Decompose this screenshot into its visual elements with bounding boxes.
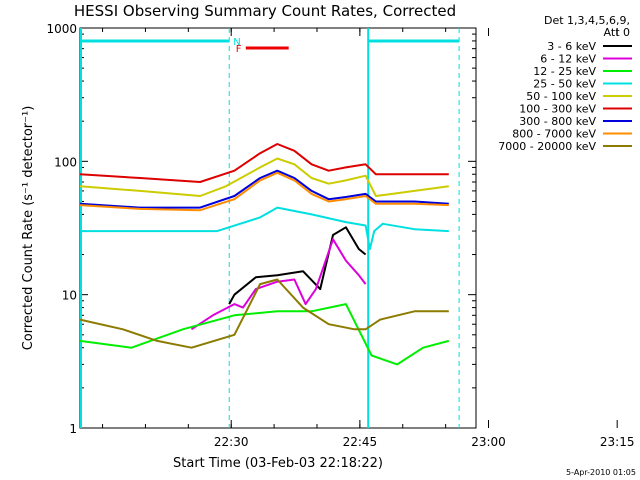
x-axis-label: Start Time (03-Feb-03 22:18:22) xyxy=(173,456,383,471)
series-line xyxy=(79,157,449,197)
n-flag-label: N xyxy=(233,37,240,48)
y-tick-label: 10 xyxy=(62,289,77,303)
series-line xyxy=(80,206,449,250)
plot-frame xyxy=(79,27,477,429)
y-tick-label: 1000 xyxy=(46,22,77,36)
chart-title: HESSI Observing Summary Count Rates, Cor… xyxy=(74,2,456,20)
x-tick-label: 23:00 xyxy=(471,435,506,449)
legend-entry: 25 - 50 keV xyxy=(533,78,596,91)
footer-date: 5-Apr-2010 01:05 xyxy=(566,468,636,477)
y-tick-label: 1 xyxy=(69,422,77,436)
x-tick-label: 22:45 xyxy=(343,435,378,449)
legend-header: Att 0 xyxy=(604,26,630,39)
series-line xyxy=(190,238,367,331)
legend-entry: 300 - 800 keV xyxy=(519,115,596,128)
series-line xyxy=(228,226,367,305)
legend-entry: 7000 - 20000 keV xyxy=(498,140,596,153)
legend-entry: 12 - 25 keV xyxy=(533,65,596,78)
y-axis-label: Corrected Count Rate (s⁻¹ detector⁻¹) xyxy=(21,106,36,351)
series-line xyxy=(79,169,449,209)
legend-entry: 6 - 12 keV xyxy=(540,53,596,66)
legend-header: Det 1,3,4,5,6,9, xyxy=(544,14,630,27)
legend-entry: 800 - 7000 keV xyxy=(512,128,596,141)
series-line xyxy=(79,278,449,349)
x-tick-label: 22:30 xyxy=(214,435,249,449)
series-line xyxy=(79,303,450,366)
series-lines xyxy=(79,143,450,366)
y-tick-label: 100 xyxy=(54,155,77,169)
observing-flags: NF xyxy=(80,28,460,428)
legend-entry: 50 - 100 keV xyxy=(526,90,596,103)
legend-entry: 3 - 6 keV xyxy=(547,40,596,53)
series-line xyxy=(79,143,449,183)
x-tick-label: 23:15 xyxy=(600,435,635,449)
legend-entry: 100 - 300 keV xyxy=(519,103,596,116)
series-line xyxy=(79,171,449,212)
f-flag-label: F xyxy=(236,44,242,55)
